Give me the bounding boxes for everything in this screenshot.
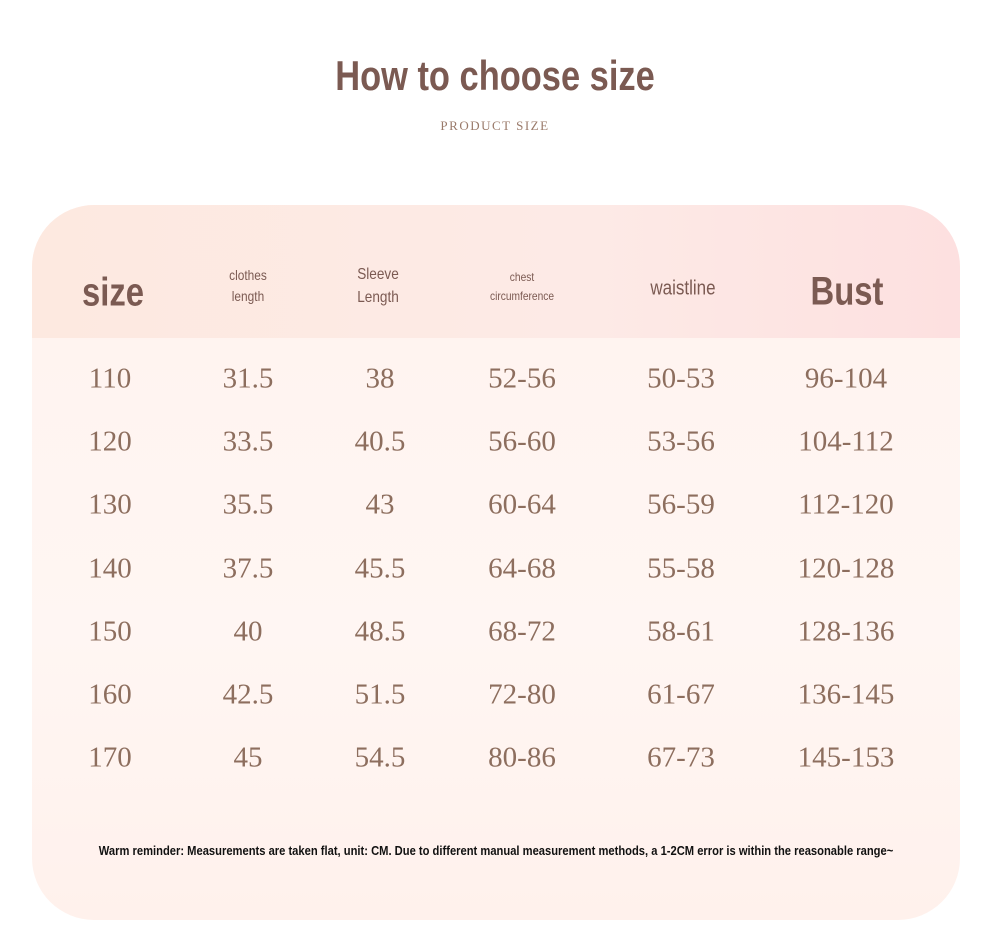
header-line: length [231, 288, 265, 304]
table-cell: 68-72 [488, 615, 556, 648]
table-cell: 80-86 [488, 741, 556, 774]
table-cell: 38 [365, 362, 395, 395]
table-cell: 120-128 [797, 552, 895, 585]
page-subtitle: PRODUCT SIZE [440, 118, 550, 133]
table-cell: 145-153 [797, 741, 895, 774]
table-cell: 45.5 [354, 552, 406, 585]
table-cell: 136-145 [797, 678, 895, 711]
header-line: Sleeve [357, 266, 399, 283]
header-line: circumference [489, 289, 555, 303]
table-cell: 54.5 [354, 741, 406, 774]
table-cell: 43 [365, 488, 395, 521]
table-cell: 53-56 [647, 425, 715, 458]
table-cell: 160 [88, 678, 132, 711]
header-clothes-length: clothes length [229, 265, 267, 307]
table-cell: 45 [233, 741, 263, 774]
header-waistline: waistline [650, 277, 716, 300]
header-line: chest [509, 270, 535, 284]
table-cell: 50-53 [647, 362, 715, 395]
table-cell: 130 [88, 488, 132, 521]
table-cell: 72-80 [488, 678, 556, 711]
table-cell: 33.5 [222, 425, 274, 458]
table-cell: 104-112 [798, 425, 894, 458]
header-line: Length [357, 289, 399, 306]
table-cell: 140 [88, 552, 132, 585]
table-cell: 52-56 [488, 362, 556, 395]
table-cell: 58-61 [647, 615, 715, 648]
table-cell: 64-68 [488, 552, 556, 585]
table-cell: 56-60 [488, 425, 556, 458]
table-cell: 40.5 [354, 425, 406, 458]
header-bust: Bust [810, 269, 884, 314]
table-cell: 42.5 [222, 678, 274, 711]
table-cell: 37.5 [222, 552, 274, 585]
header-size: size [82, 270, 144, 315]
table-header-band [32, 205, 960, 338]
size-chart-card: size clothes length Sleeve Length chest … [32, 205, 960, 920]
table-cell: 67-73 [647, 741, 715, 774]
table-cell: 56-59 [647, 488, 715, 521]
table-cell: 120 [88, 425, 132, 458]
page-title: How to choose size [335, 52, 655, 99]
table-cell: 35.5 [222, 488, 274, 521]
table-cell: 112-120 [798, 488, 894, 521]
table-cell: 61-67 [647, 678, 715, 711]
table-cell: 51.5 [354, 678, 406, 711]
table-cell: 128-136 [797, 615, 895, 648]
table-cell: 55-58 [647, 552, 715, 585]
table-cell: 31.5 [222, 362, 274, 395]
header-chest-circumference: chest circumference [490, 268, 554, 306]
table-cell: 48.5 [354, 615, 406, 648]
table-cell: 60-64 [488, 488, 556, 521]
measurement-note: Warm reminder: Measurements are taken fl… [98, 843, 894, 858]
table-cell: 110 [88, 362, 132, 395]
table-cell: 150 [88, 615, 132, 648]
table-cell: 96-104 [804, 362, 888, 395]
table-cell: 170 [88, 741, 132, 774]
header-sleeve-length: Sleeve Length [357, 263, 399, 309]
header-line: clothes [229, 267, 267, 283]
table-cell: 40 [233, 615, 263, 648]
